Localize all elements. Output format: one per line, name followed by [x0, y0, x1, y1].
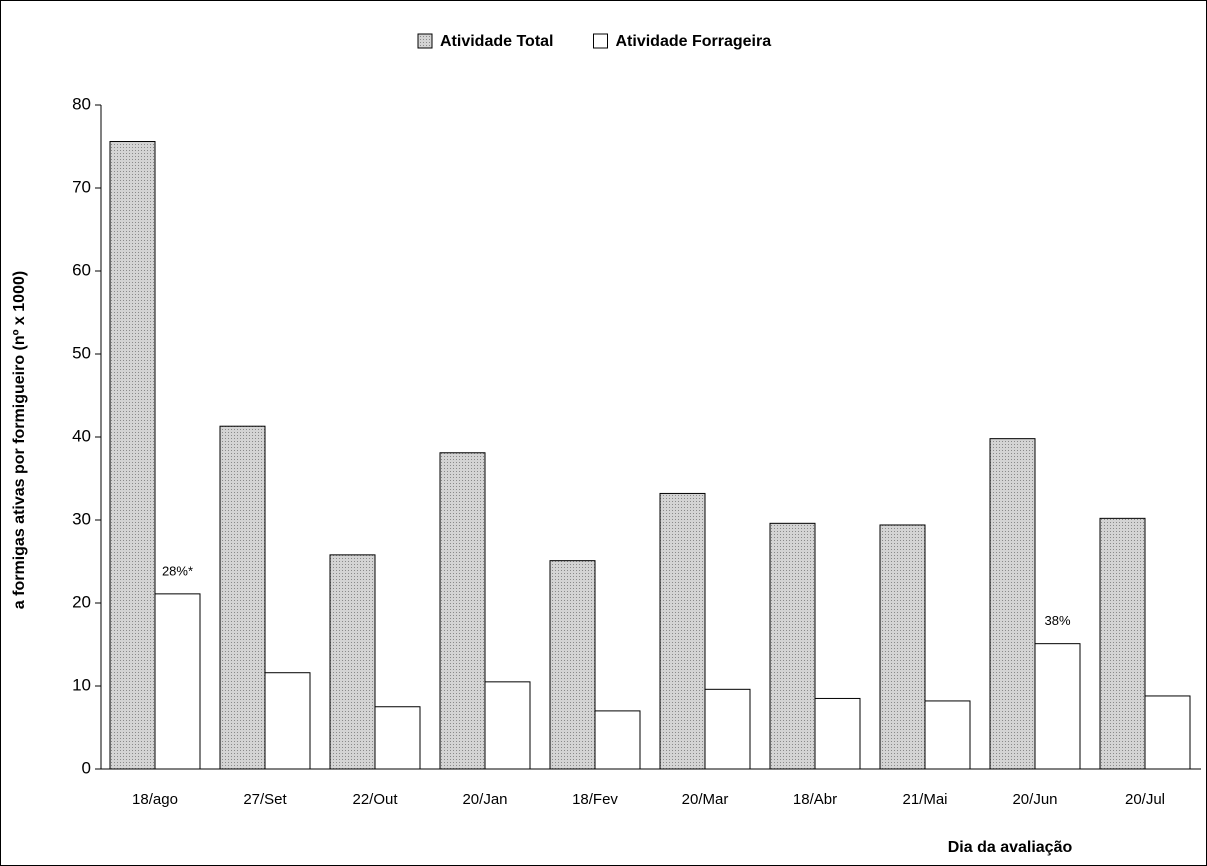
- annotation: 38%: [1044, 613, 1070, 628]
- bar: [879, 524, 926, 770]
- bar: [1144, 695, 1191, 770]
- bar: [264, 672, 311, 770]
- bar: [924, 700, 971, 770]
- bar: [769, 522, 816, 770]
- bar: [1099, 517, 1146, 770]
- bar: [1034, 643, 1081, 770]
- x-tick-label: 20/Mar: [682, 791, 729, 808]
- y-tick-label: 50: [72, 343, 91, 362]
- x-tick-label: 18/Abr: [793, 791, 837, 808]
- legend-swatch: [593, 33, 608, 49]
- y-tick-label: 60: [72, 260, 91, 279]
- x-axis-title: Dia da avaliação: [948, 839, 1073, 856]
- x-tick-label: 18/ago: [132, 791, 178, 808]
- x-tick-label: 18/Fev: [572, 791, 618, 808]
- bar: [594, 710, 641, 770]
- legend-label: Atividade Total: [440, 33, 554, 50]
- annotation: 28%*: [162, 563, 193, 578]
- x-tick-label: 20/Jun: [1012, 791, 1057, 808]
- bar: [374, 706, 421, 770]
- x-tick-label: 27/Set: [243, 791, 287, 808]
- bar: [989, 438, 1036, 770]
- x-tick-label: 20/Jan: [462, 791, 507, 808]
- y-tick-label: 30: [72, 509, 91, 528]
- bar: [154, 593, 201, 770]
- x-tick-label: 20/Jul: [1125, 791, 1165, 808]
- x-tick-label: 21/Mai: [902, 791, 947, 808]
- y-tick-label: 40: [72, 426, 91, 445]
- y-tick-label: 80: [72, 94, 91, 113]
- y-tick-label: 20: [72, 592, 91, 611]
- bar: [219, 425, 266, 770]
- bar: [439, 452, 486, 770]
- bar: [109, 141, 156, 770]
- legend-label: Atividade Forrageira: [616, 33, 772, 50]
- bar: [659, 492, 706, 770]
- y-tick-label: 0: [82, 758, 91, 777]
- y-tick-label: 70: [72, 177, 91, 196]
- bar: [549, 560, 596, 770]
- x-tick-label: 22/Out: [352, 791, 398, 808]
- bar: [814, 697, 861, 770]
- bar: [484, 681, 531, 770]
- legend-swatch: [417, 33, 433, 49]
- bar: [704, 688, 751, 770]
- y-axis-title: a formigas ativas por formigueiro (nº x …: [11, 271, 28, 609]
- y-tick-label: 10: [72, 675, 91, 694]
- bar: [329, 554, 376, 770]
